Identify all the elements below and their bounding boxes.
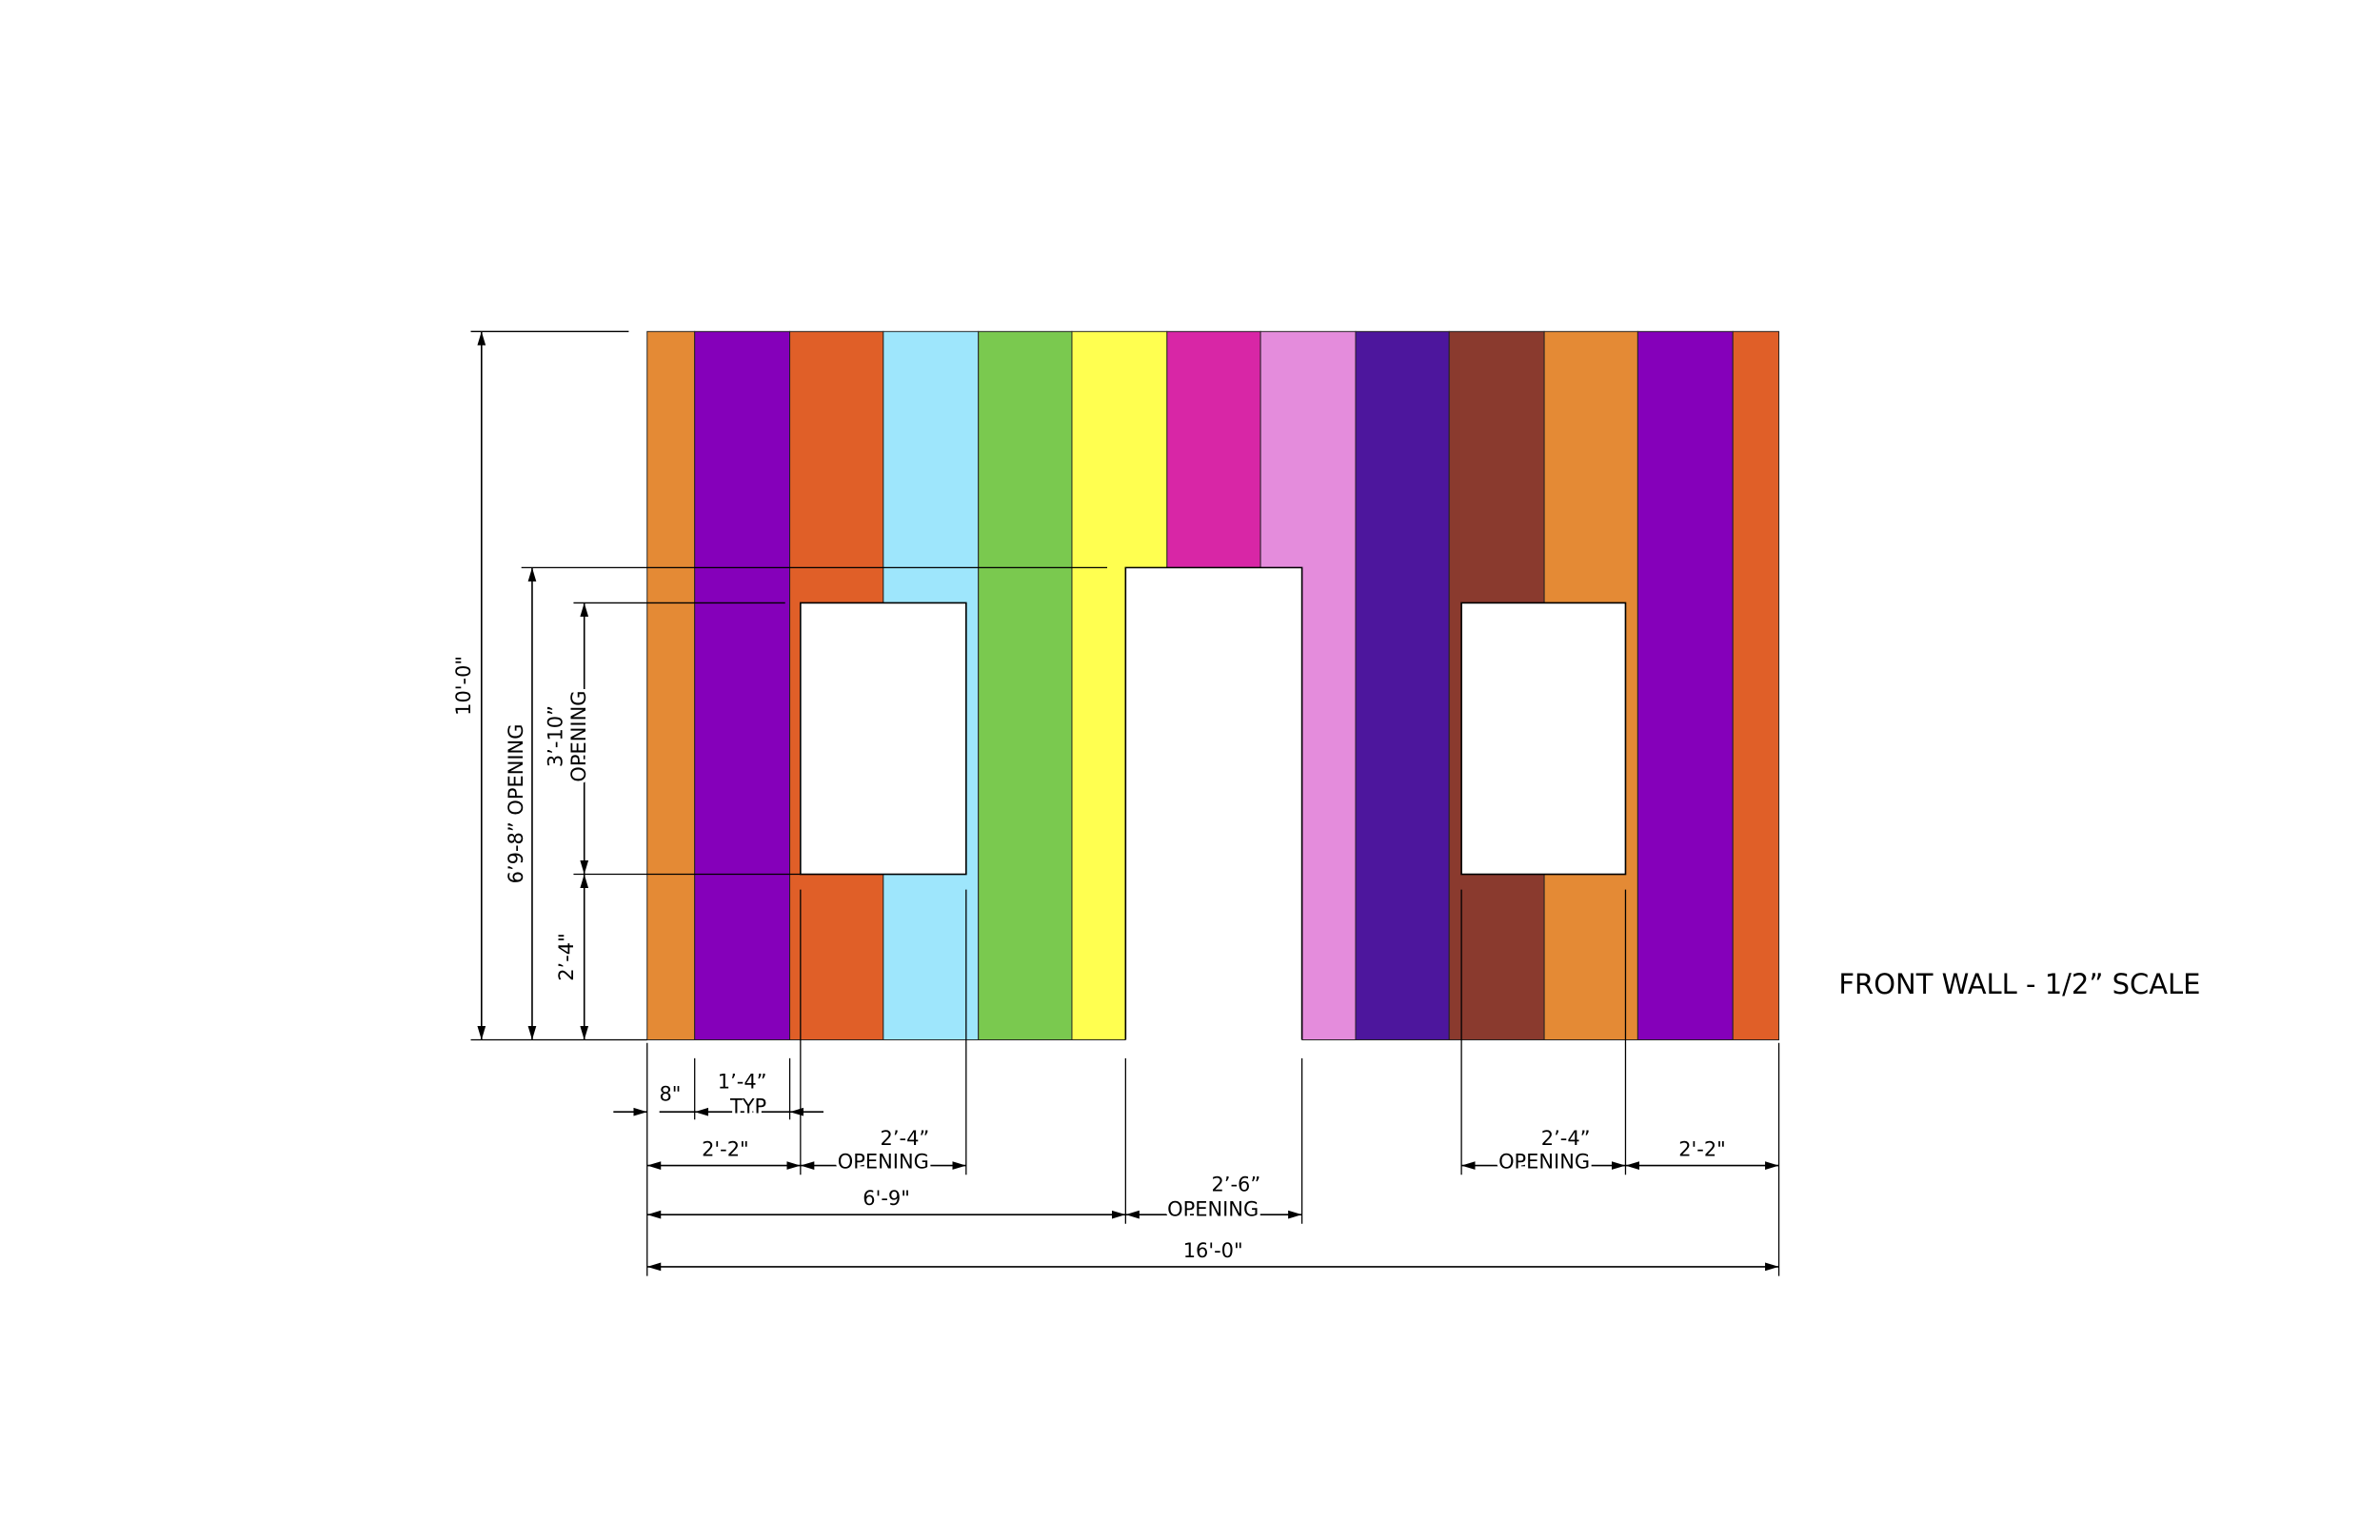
window-opening xyxy=(800,602,967,876)
dim-label: OPENING xyxy=(838,1150,929,1173)
wall-panel xyxy=(1636,330,1734,1040)
dim-label: 2'-2" xyxy=(702,1137,749,1160)
dim-label: 2’-4” xyxy=(1541,1127,1591,1150)
extension-lines xyxy=(470,330,1780,1276)
dim-label: TYP xyxy=(729,1095,766,1117)
dimension-labels: 10'-0" 6’9-8” OPENING 3’-10” OPENING 2’-… xyxy=(449,653,1729,1265)
wall-panel xyxy=(978,330,1073,1040)
dim-label: 16'-0" xyxy=(1183,1239,1243,1262)
wall-panel xyxy=(646,330,696,1040)
dim-label: 8" xyxy=(659,1082,681,1105)
dim-label: OPENING xyxy=(1167,1197,1259,1220)
dim-label: 2’-4” xyxy=(881,1127,930,1150)
dim-label: 1’-4” xyxy=(718,1071,767,1094)
openings xyxy=(800,566,1627,1042)
dim-label: 6’9-8” OPENING xyxy=(505,724,527,884)
wall-panel xyxy=(1732,330,1780,1040)
dim-label: 3’-10” xyxy=(545,705,567,767)
dim-label: 10'-0" xyxy=(452,656,475,716)
drawing-title: FRONT WALL - 1/2” SCALE xyxy=(1838,968,2200,1000)
dimension-lines xyxy=(477,331,1779,1272)
dim-label: OPENING xyxy=(1498,1150,1590,1173)
wall-panel xyxy=(694,330,791,1040)
wall-panel xyxy=(1355,330,1450,1040)
dim-label: 2’-4" xyxy=(555,933,578,980)
door-outline xyxy=(1124,566,1303,1040)
dim-label: 6'-9" xyxy=(863,1187,910,1210)
dim-label: 2’-6” xyxy=(1211,1174,1260,1196)
door-opening xyxy=(1125,567,1302,1042)
dim-label: OPENING xyxy=(567,691,590,782)
window-opening xyxy=(1460,602,1627,876)
dim-label: 2'-2" xyxy=(1678,1137,1726,1160)
